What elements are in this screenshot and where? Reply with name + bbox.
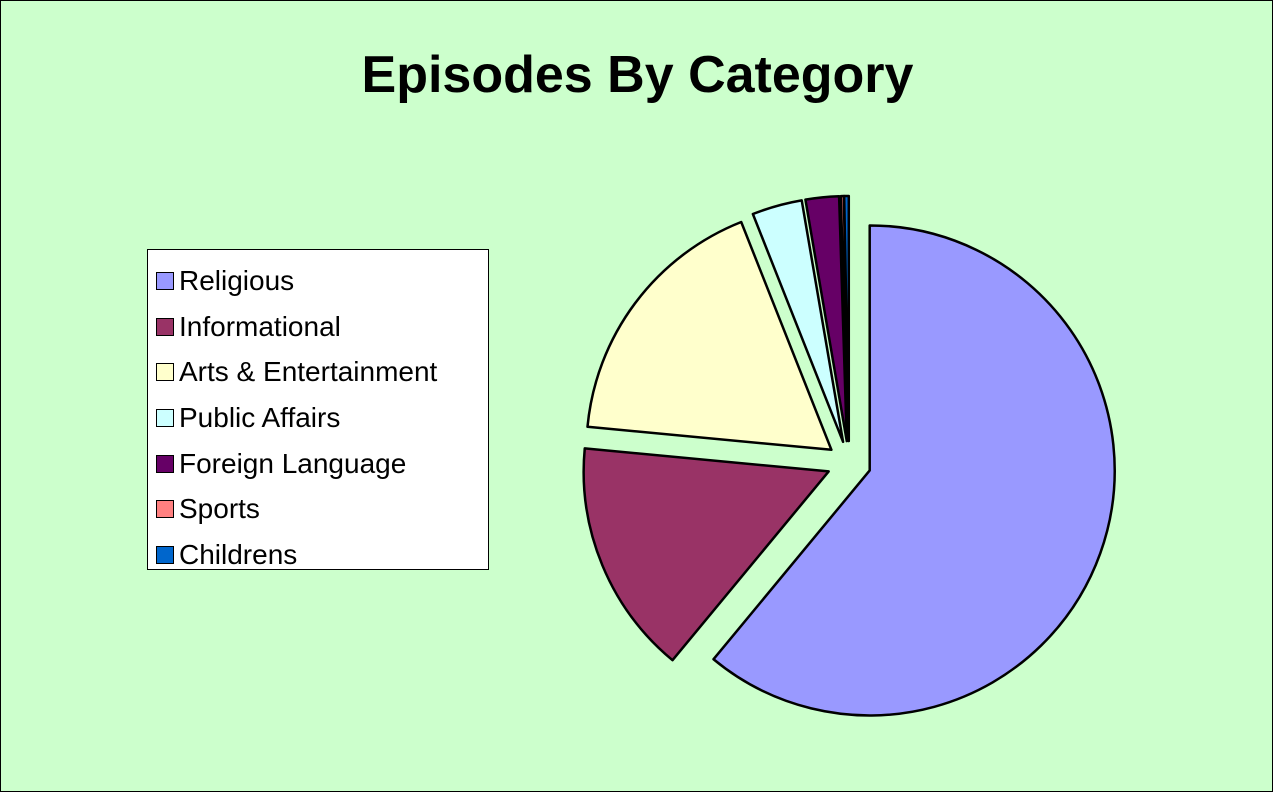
pie-slice-informational [582,447,830,662]
legend-swatch [156,317,174,336]
legend-swatch [156,454,174,473]
legend-item-public-affairs: Public Affairs [148,395,488,441]
legend-swatch [156,500,174,519]
legend-label: Arts & Entertainment [179,356,438,388]
chart-title: Episodes By Category [361,46,914,104]
legend-item-informational: Informational [148,304,488,350]
pie-slice-religious [712,224,1116,717]
pie-slice-childrens [842,194,851,443]
legend-swatch [156,545,174,564]
legend-label: Sports [179,493,260,525]
legend-item-religious: Religious [148,258,488,304]
legend-item-childrens: Childrens [148,532,488,578]
legend-label: Public Affairs [179,401,341,433]
legend-item-sports: Sports [148,486,488,532]
legend-item-arts-and-entertainment: Arts & Entertainment [148,349,488,395]
legend-swatch [156,363,174,382]
pie-slice-arts-and-entertainment [586,220,833,452]
legend-label: Foreign Language [179,447,407,479]
legend-swatch [156,408,174,427]
legend-label: Informational [179,310,341,342]
pie-slice-public-affairs [751,199,845,444]
legend-swatch [156,271,174,290]
legend-label: Religious [179,264,295,296]
legend-item-foreign-language: Foreign Language [148,441,488,487]
pie-slice-foreign-language [804,194,849,443]
legend-label: Childrens [179,538,298,570]
legend: Religious Informational Arts & Entertainme… [147,249,489,570]
